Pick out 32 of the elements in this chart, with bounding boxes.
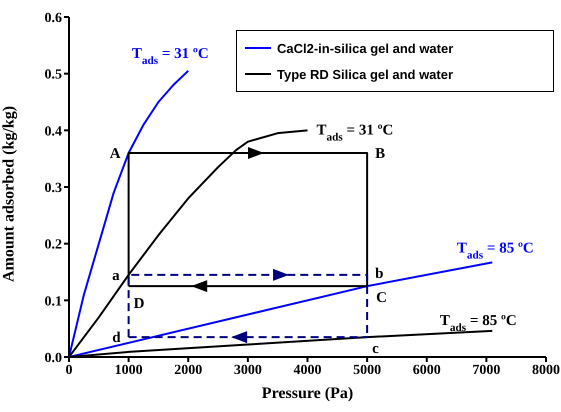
annotation: D	[134, 296, 145, 312]
x-tick-label: 0	[66, 362, 72, 378]
annotation: T$_{ads}$ = 85 ºC	[456, 240, 534, 262]
x-tick-label: 1000	[114, 362, 143, 378]
y-tick-label: 0.5	[44, 68, 62, 83]
y-tick-label: 0.3	[44, 180, 62, 196]
annotation: A	[110, 146, 121, 162]
annotation: b	[375, 266, 384, 282]
annotation: C	[376, 290, 387, 306]
y-tick-label: 0.0	[44, 350, 62, 366]
annotation: B	[375, 146, 386, 162]
y-tick-label: 0.6	[44, 10, 62, 26]
annotation: d	[112, 330, 122, 346]
annotation: a	[112, 268, 120, 284]
y-tick-label: 0.2	[44, 238, 62, 253]
annotation: T$_{ads}$ = 31 ºC	[132, 46, 209, 67]
x-tick-label: 4000	[294, 362, 322, 378]
x-tick-label: 2000	[174, 362, 202, 378]
x-tick-label: 6000	[412, 362, 441, 378]
annotation: T$_{ads}$ = 31 ºC	[316, 122, 394, 144]
x-tick-label: 7000	[472, 362, 500, 378]
y-tick-label: 0.4	[44, 124, 62, 140]
x-tick-label: 5000	[353, 362, 382, 378]
annotation: c	[372, 341, 380, 358]
x-tick-label: 8000	[532, 362, 560, 378]
x-axis-title: Pressure (Pa)	[262, 385, 354, 402]
y-tick-label: 0.1	[44, 294, 62, 310]
x-tick-label: 3000	[234, 362, 262, 378]
legend-label: CaCl2-in-silica gel and water	[277, 40, 454, 56]
y-axis-title: Amount adsorbed (kg/kg)	[0, 106, 18, 282]
legend-label: Type RD Silica gel and water	[277, 66, 454, 82]
annotation: T$_{ads}$ = 85 ºC	[440, 312, 517, 334]
